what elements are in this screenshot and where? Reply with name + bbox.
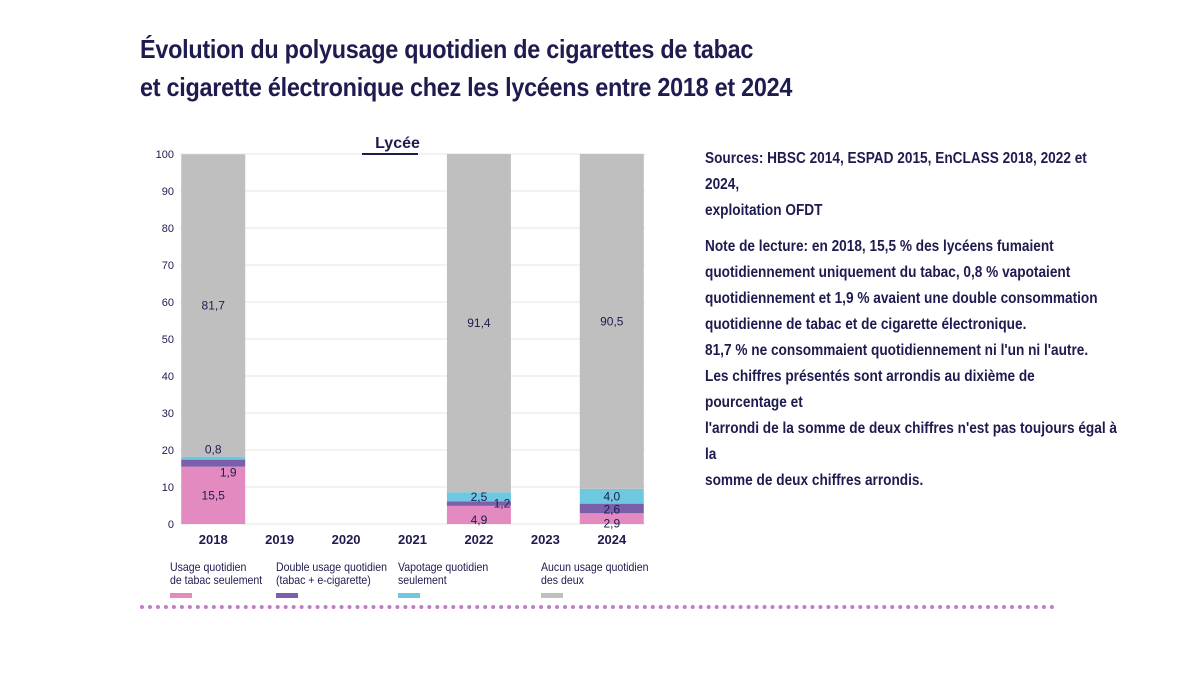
dotted-divider — [140, 605, 1055, 609]
x-tick-label-2019: 2019 — [265, 532, 294, 547]
y-tick-label-80: 80 — [162, 223, 174, 235]
legend-label-tabac: Usage quotidien de tabac seulement — [170, 560, 263, 587]
data-label-aucun-2018: 81,7 — [202, 299, 226, 313]
y-tick-label-70: 70 — [162, 260, 174, 272]
data-label-vapotage-2018: 0,8 — [205, 443, 222, 457]
x-tick-label-2018: 2018 — [199, 532, 228, 547]
data-label-double-2018: 1,9 — [220, 466, 237, 480]
y-tick-label-20: 20 — [162, 445, 174, 457]
legend-label-double: Double usage quotidien (tabac + e-cigare… — [276, 560, 387, 587]
bar-double-2024 — [579, 503, 644, 514]
data-label-vapotage-2022: 2,5 — [471, 490, 488, 504]
x-tick-label-2023: 2023 — [531, 532, 560, 547]
legend-label-aucun: Aucun usage quotidien des deux — [541, 560, 649, 587]
bar-aucun-2022 — [446, 154, 511, 493]
x-tick-label-2022: 2022 — [464, 532, 493, 547]
y-tick-label-0: 0 — [168, 519, 174, 531]
y-tick-label-10: 10 — [162, 482, 174, 494]
reading-note: Note de lecture: en 2018, 15,5 % des lyc… — [705, 238, 1118, 489]
y-tick-label-100: 100 — [156, 149, 174, 161]
legend-swatch-aucun — [541, 593, 563, 598]
data-label-aucun-2022: 91,4 — [467, 316, 491, 330]
chart-title-line-1: Évolution du polyusage quotidien de ciga… — [140, 34, 754, 64]
legend-swatch-vapotage — [398, 593, 420, 598]
legend-item-aucun: Aucun usage quotidien des deux — [541, 561, 663, 598]
bar-aucun-2024 — [579, 154, 644, 489]
y-tick-label-40: 40 — [162, 371, 174, 383]
legend-item-double: Double usage quotidien (tabac + e-cigare… — [276, 561, 402, 598]
y-tick-label-30: 30 — [162, 408, 174, 420]
bar-tabac-2022 — [446, 505, 511, 524]
bar-aucun-2018 — [181, 154, 246, 457]
x-tick-label-2021: 2021 — [398, 532, 427, 547]
bar-double-2018 — [181, 459, 246, 467]
sources-text: Sources: HBSC 2014, ESPAD 2015, EnCLASS … — [705, 150, 1087, 219]
bar-double-2022 — [446, 501, 511, 506]
bar-vapotage-2022 — [446, 492, 511, 502]
legend-swatch-double — [276, 593, 298, 598]
bar-tabac-2018 — [181, 466, 246, 524]
bar-vapotage-2018 — [181, 456, 246, 460]
legend-swatch-tabac — [170, 593, 192, 598]
y-tick-label-60: 60 — [162, 297, 174, 309]
y-tick-label-50: 50 — [162, 334, 174, 346]
chart-subtitle: Lycée — [375, 135, 420, 152]
legend-label-vapotage: Vapotage quotidien seulement — [398, 560, 489, 587]
data-label-vapotage-2024: 4,0 — [603, 489, 620, 503]
x-tick-label-2020: 2020 — [332, 532, 361, 547]
bar-tabac-2024 — [579, 513, 644, 524]
chart-title: Évolution du polyusage quotidien de ciga… — [140, 30, 792, 106]
data-label-tabac-2018: 15,5 — [202, 488, 226, 502]
data-label-tabac-2024: 2,9 — [603, 517, 620, 531]
legend-item-vapotage: Vapotage quotidien seulement — [398, 561, 501, 598]
data-label-tabac-2022: 4,9 — [471, 513, 488, 527]
data-label-double-2024: 2,6 — [603, 502, 620, 516]
x-tick-label-2024: 2024 — [597, 532, 627, 547]
data-label-double-2022: 1,2 — [494, 497, 511, 511]
data-label-aucun-2024: 90,5 — [600, 314, 624, 328]
bar-vapotage-2024 — [579, 488, 644, 504]
chart-title-line-2: et cigarette électronique chez les lycée… — [140, 72, 793, 102]
y-tick-label-90: 90 — [162, 186, 174, 198]
legend-item-tabac: Usage quotidien de tabac seulement — [170, 561, 275, 598]
